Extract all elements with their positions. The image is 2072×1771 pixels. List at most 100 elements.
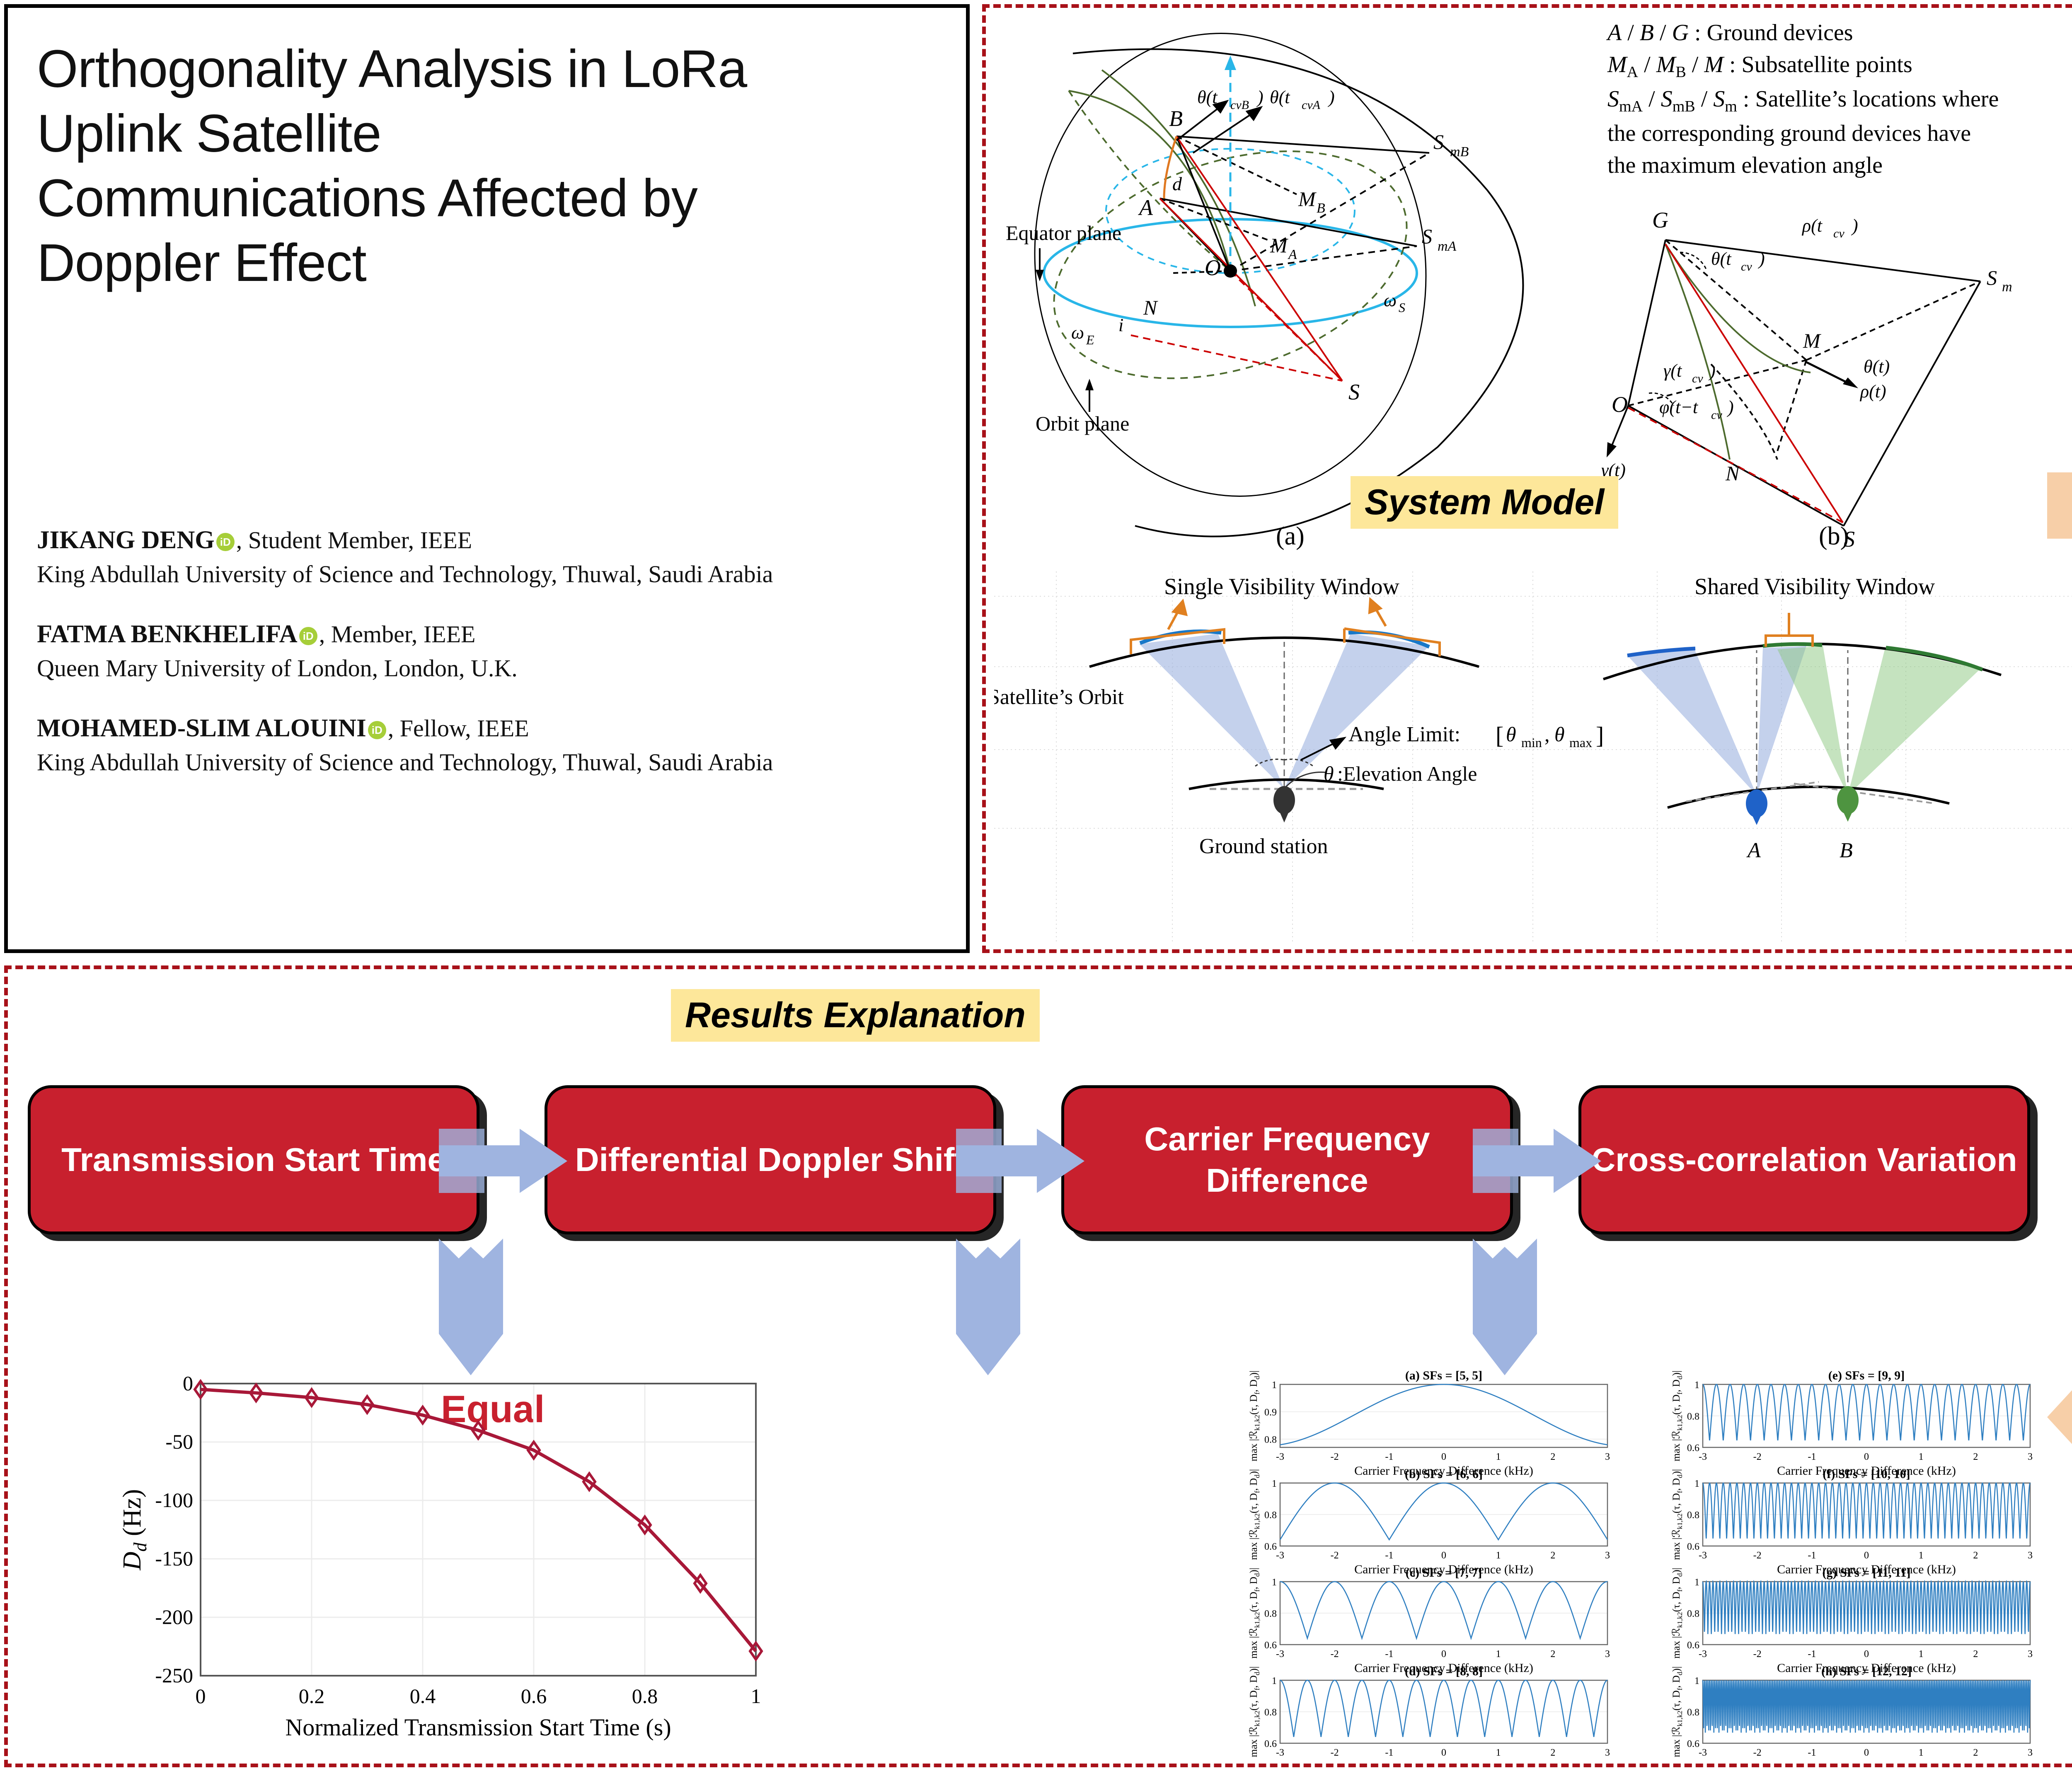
svg-text:θ: θ [1554, 723, 1565, 746]
svg-text:0.8: 0.8 [1687, 1510, 1699, 1521]
svg-text:max: max [1569, 735, 1592, 750]
figure-caption-a: (a) [1276, 522, 1305, 550]
svg-text:2: 2 [1973, 1649, 1978, 1660]
svg-text:-1: -1 [1385, 1649, 1393, 1660]
svg-text:1: 1 [1919, 1452, 1924, 1462]
svg-text:0: 0 [1441, 1452, 1446, 1462]
svg-text:E: E [1086, 332, 1094, 347]
svg-text:0.6: 0.6 [1264, 1739, 1277, 1749]
author-affiliation: Queen Mary University of London, London,… [37, 655, 518, 682]
svg-text:-1: -1 [1808, 1550, 1816, 1561]
sf-crosscorr-grid: (a) SFs = [5, 5] 0.8 0.9 1 -3 -2 -1 0 1 2 3 Carrier… [1218, 1359, 2055, 1771]
page-title-line-4: Doppler Effect [37, 233, 367, 293]
author-name: FATMA BENKHELIFA [37, 620, 298, 648]
author-name: JIKANG DENG [37, 526, 215, 554]
svg-text:cvB: cvB [1230, 98, 1249, 112]
svg-text:3: 3 [2028, 1649, 2033, 1660]
flow-box-3-label: Carrier Frequency Difference [1144, 1120, 1430, 1199]
svg-text:Ground station: Ground station [1199, 835, 1328, 858]
svg-text:θ(t): θ(t) [1864, 356, 1890, 377]
svg-text:φ(t−t: φ(t−t [1659, 397, 1699, 417]
svg-text:): ) [1256, 87, 1264, 107]
svg-text:1: 1 [1272, 1577, 1277, 1588]
svg-text:max |ℛk1,k2(τ, Df, Dd)|: max |ℛk1,k2(τ, Df, Dd)| [1248, 1568, 1261, 1659]
svg-text:0.8: 0.8 [1687, 1411, 1699, 1422]
orcid-icon[interactable]: iD [368, 721, 386, 739]
svg-text:m: m [2002, 279, 2012, 295]
svg-text:cv: cv [1692, 372, 1703, 385]
svg-text:): ) [1851, 215, 1858, 236]
flow-box-1-label: Transmission Start Time [61, 1141, 446, 1178]
svg-text:0: 0 [1864, 1747, 1869, 1758]
svg-text:1: 1 [1496, 1747, 1501, 1758]
svg-text::Elevation Angle: :Elevation Angle [1337, 762, 1477, 785]
svg-text:1: 1 [1919, 1550, 1924, 1561]
svg-text:0.2: 0.2 [299, 1684, 325, 1708]
orcid-icon[interactable]: iD [216, 532, 235, 551]
svg-text:i: i [1118, 315, 1123, 335]
svg-text:γ(t: γ(t [1663, 360, 1682, 381]
author-rank: , Fellow, IEEE [387, 715, 529, 742]
svg-text:Carrier Frequency Difference (: Carrier Frequency Difference (kHz) [1777, 1563, 1956, 1576]
svg-text:2: 2 [1550, 1747, 1555, 1758]
svg-text:ρ(t): ρ(t) [1859, 381, 1886, 402]
svg-text:M: M [1803, 329, 1821, 352]
svg-text:θ(t: θ(t [1711, 249, 1732, 269]
svg-text:0.8: 0.8 [1687, 1609, 1699, 1619]
tag-system-model: System Model [1351, 476, 1619, 529]
svg-text:-3: -3 [1699, 1649, 1707, 1660]
svg-text:S: S [1844, 527, 1855, 551]
svg-text:(e) SFs = [9, 9]: (e) SFs = [9, 9] [1828, 1369, 1905, 1382]
page-title-line-3: Communications Affected by [37, 169, 698, 228]
svg-text:1: 1 [1272, 1380, 1277, 1391]
svg-text:1: 1 [1919, 1747, 1924, 1758]
svg-text:Equator plane: Equator plane [1006, 221, 1121, 244]
svg-text:1: 1 [1496, 1649, 1501, 1660]
svg-text:-200: -200 [155, 1605, 193, 1628]
svg-text:θ(t: θ(t [1270, 87, 1290, 107]
svg-text:): ) [1327, 87, 1335, 107]
svg-text:1: 1 [1694, 1676, 1699, 1686]
svg-text:0: 0 [183, 1372, 193, 1395]
system-model-legend: A / B / G : Ground devices MA / MB / M :… [1607, 20, 1999, 178]
flow-box-2-label: Differential Doppler Shift [575, 1141, 966, 1178]
svg-text:3: 3 [1605, 1452, 1610, 1462]
svg-text:0: 0 [1864, 1452, 1869, 1462]
svg-text:3: 3 [2028, 1747, 2033, 1758]
orcid-icon[interactable]: iD [299, 627, 317, 645]
svg-text:0.9: 0.9 [1264, 1407, 1277, 1418]
svg-text:max |ℛk1,k2(τ, Df, Dd)|: max |ℛk1,k2(τ, Df, Dd)| [1671, 1370, 1684, 1461]
flow-arrow-down-2 [956, 1239, 1020, 1375]
flow-arrow-1-to-2 [439, 1129, 567, 1193]
svg-text:-2: -2 [1753, 1649, 1762, 1660]
svg-text:Carrier Frequency Difference (: Carrier Frequency Difference (kHz) [1354, 1563, 1533, 1576]
svg-text:mA: mA [1438, 239, 1457, 254]
svg-text:0.4: 0.4 [410, 1684, 436, 1708]
svg-text:A: A [1288, 247, 1297, 262]
svg-text:0.8: 0.8 [1264, 1510, 1277, 1521]
svg-text:S: S [1433, 130, 1444, 153]
svg-text:Single Visibility Window: Single Visibility Window [1164, 574, 1399, 600]
svg-text:O: O [1612, 392, 1628, 417]
svg-text:B: B [1169, 106, 1183, 131]
svg-text:max |ℛk1,k2(τ, Df, Dd)|: max |ℛk1,k2(τ, Df, Dd)| [1248, 1666, 1261, 1757]
svg-text:-2: -2 [1753, 1747, 1762, 1758]
svg-text:max |ℛk1,k2(τ, Df, Dd)|: max |ℛk1,k2(τ, Df, Dd)| [1248, 1469, 1261, 1560]
arrow-system-model-to-expressions [2047, 472, 2072, 539]
flow-arrow-2-to-3 [956, 1129, 1084, 1193]
svg-text:0.6: 0.6 [521, 1684, 547, 1708]
svg-text:3: 3 [2028, 1550, 2033, 1561]
svg-text:N: N [1143, 296, 1158, 319]
svg-text:2: 2 [1973, 1550, 1978, 1561]
svg-text:2: 2 [1550, 1452, 1555, 1462]
svg-text:0.6: 0.6 [1687, 1443, 1699, 1454]
svg-text:0: 0 [1864, 1649, 1869, 1660]
svg-text:0.8: 0.8 [1687, 1707, 1699, 1718]
svg-text:0.6: 0.6 [1687, 1541, 1699, 1552]
svg-text:Satellite’s Orbit: Satellite’s Orbit [994, 685, 1124, 709]
svg-text:2: 2 [1550, 1550, 1555, 1561]
svg-text:M: M [1298, 187, 1317, 210]
flow-arrow-3-to-4 [1473, 1129, 1601, 1193]
